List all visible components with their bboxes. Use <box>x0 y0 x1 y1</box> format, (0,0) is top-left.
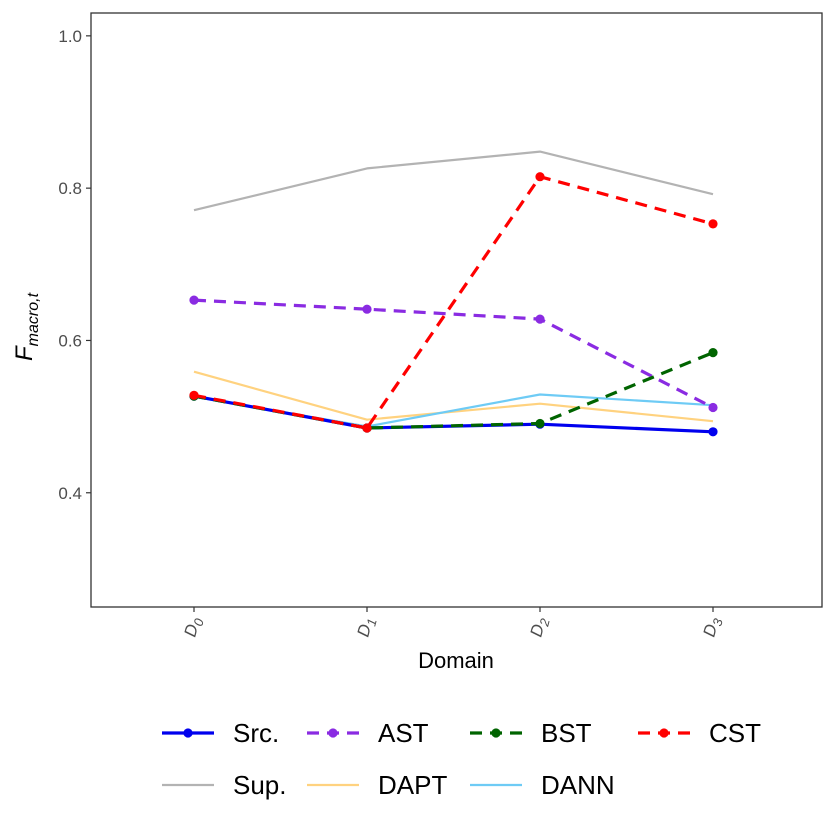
legend-marker-bst <box>491 728 501 738</box>
y-axis-title-main: F <box>11 345 38 361</box>
legend-item-bst: BST <box>470 718 592 748</box>
legend-label-cst: CST <box>709 718 761 748</box>
legend-label-src: Src. <box>233 718 279 748</box>
x-tick-label-main-3: D <box>699 622 721 639</box>
legend-item-ast: AST <box>307 718 429 748</box>
x-axis: D0 D1 D2 D3 <box>180 607 726 640</box>
series-sup <box>193 150 714 212</box>
y-tick-label-1: 0.6 <box>58 331 82 350</box>
point-ast-0 <box>189 295 199 305</box>
x-tick-label-sub-1: 1 <box>363 617 379 628</box>
series-line-dapt <box>193 370 714 423</box>
point-cst-3 <box>708 219 718 229</box>
legend-label-sup: Sup. <box>233 770 287 800</box>
legend-label-dapt: DAPT <box>378 770 447 800</box>
legend-label-dann: DANN <box>541 770 615 800</box>
point-src-3 <box>708 427 718 437</box>
legend-item-dapt: DAPT <box>307 770 447 800</box>
series-ast <box>189 295 718 413</box>
x-tick-label-main-2: D <box>526 622 548 639</box>
x-tick-label-sub-0: 0 <box>190 616 207 628</box>
series-layer <box>189 150 718 437</box>
legend-marker-src <box>183 728 193 738</box>
point-bst-3 <box>708 348 718 358</box>
x-tick-label-0: D0 <box>180 614 206 639</box>
series-line-cst <box>193 175 714 430</box>
y-axis-title-sub: macro,t <box>25 292 42 346</box>
point-cst-2 <box>535 172 545 182</box>
legend-item-dann: DANN <box>470 770 615 800</box>
point-ast-2 <box>535 314 545 324</box>
x-axis-title: Domain <box>418 648 494 673</box>
legend: Src. AST BST CST Sup. DAPT DANN <box>162 718 761 800</box>
point-cst-0 <box>189 390 199 400</box>
legend-marker-ast <box>328 728 338 738</box>
legend-item-src: Src. <box>162 718 279 748</box>
series-cst <box>189 172 718 433</box>
legend-item-sup: Sup. <box>162 770 287 800</box>
point-ast-3 <box>708 402 718 413</box>
legend-label-bst: BST <box>541 718 592 748</box>
plot-panel-border <box>90 12 823 608</box>
legend-label-ast: AST <box>378 718 429 748</box>
y-tick-label-0: 0.4 <box>58 484 82 503</box>
legend-marker-cst <box>659 728 669 738</box>
point-cst-1 <box>362 423 372 433</box>
point-ast-1 <box>362 304 372 314</box>
y-tick-label-3: 1.0 <box>58 27 82 46</box>
series-dapt <box>193 370 714 423</box>
x-tick-label-sub-3: 3 <box>709 616 726 628</box>
legend-item-cst: CST <box>638 718 761 748</box>
y-axis: 0.4 0.6 0.8 1.0 <box>58 27 91 503</box>
point-bst-2 <box>535 418 545 429</box>
x-tick-label-main-0: D <box>180 622 202 639</box>
series-line-sup <box>193 150 714 212</box>
x-tick-label-1: D1 <box>353 615 379 640</box>
y-tick-label-2: 0.8 <box>58 179 82 198</box>
y-axis-title: Fmacro,t <box>11 292 42 361</box>
x-tick-label-main-1: D <box>353 622 375 639</box>
x-tick-label-3: D3 <box>699 614 725 639</box>
series-line-ast <box>193 298 714 409</box>
